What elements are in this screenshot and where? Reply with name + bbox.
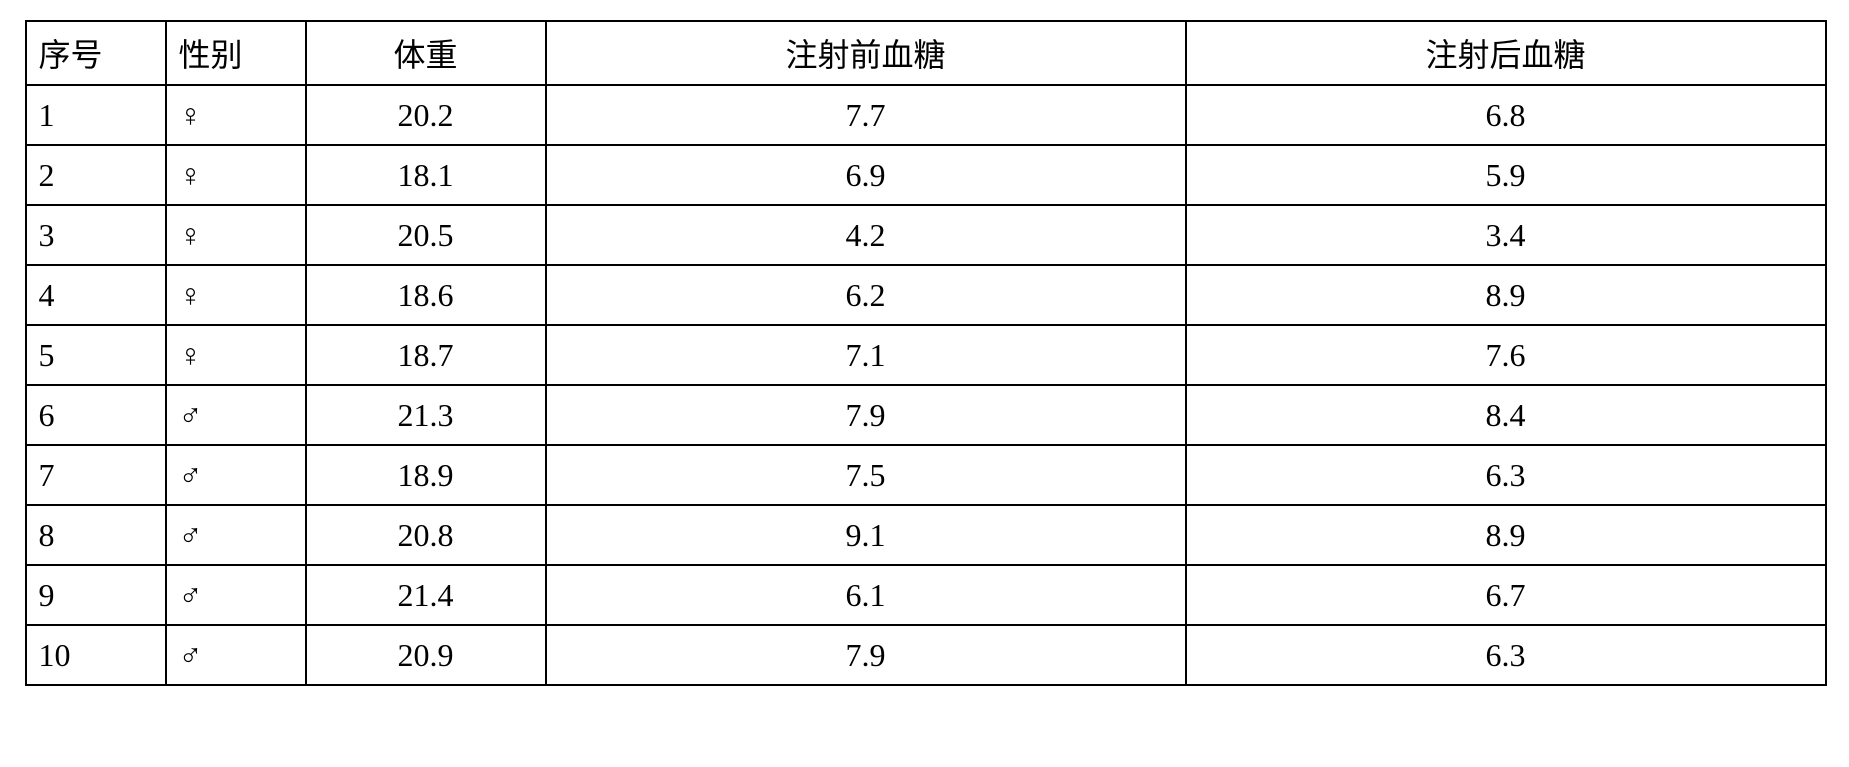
cell-before: 6.9 [546, 145, 1186, 205]
header-index: 序号 [26, 21, 166, 85]
cell-gender: ♂ [166, 565, 306, 625]
header-weight: 体重 [306, 21, 546, 85]
table-row: 4 ♀ 18.6 6.2 8.9 [26, 265, 1826, 325]
header-after: 注射后血糖 [1186, 21, 1826, 85]
header-gender: 性别 [166, 21, 306, 85]
cell-before: 6.2 [546, 265, 1186, 325]
cell-after: 5.9 [1186, 145, 1826, 205]
table-header: 序号 性别 体重 注射前血糖 注射后血糖 [26, 21, 1826, 85]
cell-before: 7.5 [546, 445, 1186, 505]
cell-weight: 20.2 [306, 85, 546, 145]
cell-weight: 20.5 [306, 205, 546, 265]
cell-weight: 20.9 [306, 625, 546, 685]
cell-after: 8.4 [1186, 385, 1826, 445]
cell-gender: ♀ [166, 265, 306, 325]
table-container: 序号 性别 体重 注射前血糖 注射后血糖 1 ♀ 20.2 7.7 6.8 2 … [25, 20, 1825, 686]
cell-index: 2 [26, 145, 166, 205]
table-row: 5 ♀ 18.7 7.1 7.6 [26, 325, 1826, 385]
cell-before: 7.1 [546, 325, 1186, 385]
table-row: 8 ♂ 20.8 9.1 8.9 [26, 505, 1826, 565]
cell-after: 6.7 [1186, 565, 1826, 625]
cell-index: 3 [26, 205, 166, 265]
cell-weight: 18.1 [306, 145, 546, 205]
cell-before: 6.1 [546, 565, 1186, 625]
table-body: 1 ♀ 20.2 7.7 6.8 2 ♀ 18.1 6.9 5.9 3 ♀ 20… [26, 85, 1826, 685]
cell-gender: ♂ [166, 445, 306, 505]
cell-before: 7.9 [546, 625, 1186, 685]
table-row: 7 ♂ 18.9 7.5 6.3 [26, 445, 1826, 505]
table-row: 10 ♂ 20.9 7.9 6.3 [26, 625, 1826, 685]
cell-gender: ♀ [166, 205, 306, 265]
cell-gender: ♀ [166, 145, 306, 205]
table-row: 9 ♂ 21.4 6.1 6.7 [26, 565, 1826, 625]
cell-index: 1 [26, 85, 166, 145]
table-row: 1 ♀ 20.2 7.7 6.8 [26, 85, 1826, 145]
cell-weight: 18.7 [306, 325, 546, 385]
cell-before: 9.1 [546, 505, 1186, 565]
cell-before: 4.2 [546, 205, 1186, 265]
table-row: 2 ♀ 18.1 6.9 5.9 [26, 145, 1826, 205]
cell-weight: 18.6 [306, 265, 546, 325]
cell-after: 7.6 [1186, 325, 1826, 385]
table-row: 3 ♀ 20.5 4.2 3.4 [26, 205, 1826, 265]
cell-after: 6.3 [1186, 445, 1826, 505]
cell-after: 3.4 [1186, 205, 1826, 265]
cell-before: 7.7 [546, 85, 1186, 145]
cell-gender: ♀ [166, 325, 306, 385]
cell-gender: ♀ [166, 85, 306, 145]
header-before: 注射前血糖 [546, 21, 1186, 85]
cell-gender: ♂ [166, 625, 306, 685]
cell-index: 7 [26, 445, 166, 505]
cell-after: 8.9 [1186, 265, 1826, 325]
header-row: 序号 性别 体重 注射前血糖 注射后血糖 [26, 21, 1826, 85]
cell-weight: 21.3 [306, 385, 546, 445]
data-table: 序号 性别 体重 注射前血糖 注射后血糖 1 ♀ 20.2 7.7 6.8 2 … [25, 20, 1827, 686]
cell-weight: 18.9 [306, 445, 546, 505]
cell-before: 7.9 [546, 385, 1186, 445]
cell-index: 9 [26, 565, 166, 625]
cell-gender: ♂ [166, 385, 306, 445]
cell-index: 10 [26, 625, 166, 685]
cell-after: 8.9 [1186, 505, 1826, 565]
cell-after: 6.3 [1186, 625, 1826, 685]
cell-after: 6.8 [1186, 85, 1826, 145]
cell-index: 8 [26, 505, 166, 565]
table-row: 6 ♂ 21.3 7.9 8.4 [26, 385, 1826, 445]
cell-weight: 20.8 [306, 505, 546, 565]
cell-index: 5 [26, 325, 166, 385]
cell-index: 4 [26, 265, 166, 325]
cell-index: 6 [26, 385, 166, 445]
cell-gender: ♂ [166, 505, 306, 565]
cell-weight: 21.4 [306, 565, 546, 625]
